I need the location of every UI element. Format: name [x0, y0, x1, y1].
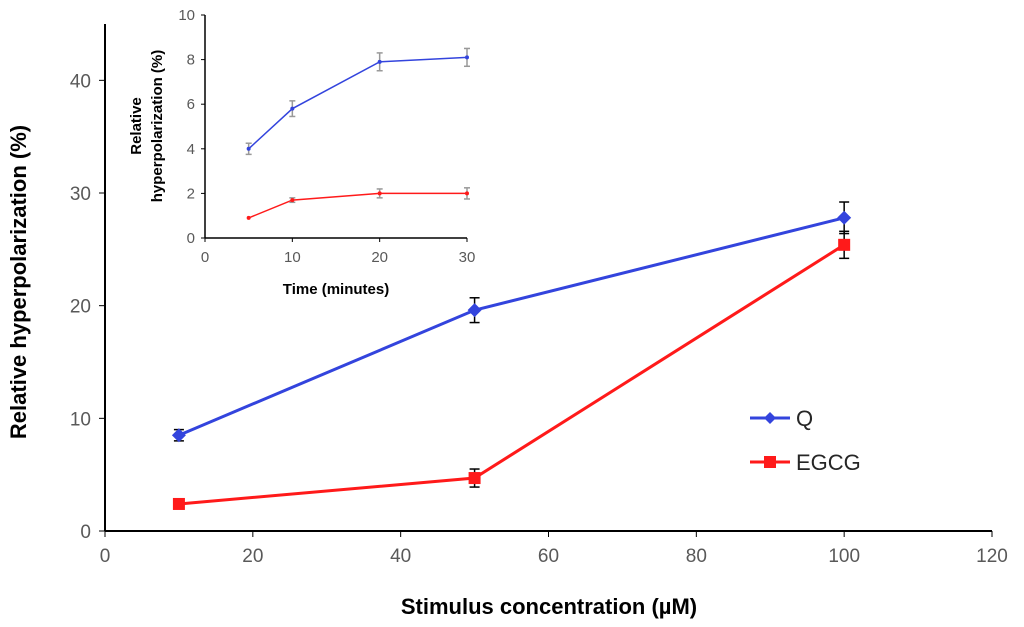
- inset-y-tick-label: 2: [187, 185, 195, 202]
- main-series-egcg-point: [468, 472, 481, 485]
- inset-y-tick-label: 4: [187, 141, 195, 158]
- inset-series-0-line: [248, 56, 468, 150]
- inset-y-tick-label: 0: [187, 230, 195, 247]
- inset-series-1-point: [377, 191, 382, 196]
- legend-egcg-marker: [764, 456, 776, 468]
- inset-y-axis-title-line1: Relative: [128, 97, 145, 155]
- inset-series-0: [245, 47, 470, 156]
- main-x-tick-label: 100: [828, 546, 860, 567]
- main-x-tick-label: 0: [100, 546, 111, 567]
- main-series: [171, 201, 852, 510]
- main-series-q-point: [837, 210, 852, 225]
- inset-y-axis-title-line2: hyperpolarization (%): [149, 50, 166, 203]
- main-y-tick-label: 40: [70, 71, 91, 92]
- main-series-egcg-point: [838, 238, 851, 251]
- inset-y-tick-label: 10: [178, 7, 195, 24]
- main-x-tick-label: 80: [686, 546, 707, 567]
- main-series-q: [171, 201, 852, 443]
- main-y-tick-label: 0: [80, 522, 91, 543]
- inset-tick-labels: 0 10 20 30 0 2 4 6 8 10: [178, 7, 475, 266]
- main-y-tick-label: 10: [70, 409, 91, 430]
- main-x-tick-label: 40: [390, 546, 411, 567]
- inset-axes: [201, 14, 468, 242]
- main-x-tick-label: 60: [538, 546, 559, 567]
- main-axes: [99, 24, 993, 537]
- inset-series: [245, 47, 470, 220]
- main-series-q-line: [178, 216, 845, 437]
- legend-q-marker: [764, 412, 776, 424]
- inset-series-0-point: [377, 59, 382, 64]
- main-y-axis-title: Relative hyperpolarization (%): [6, 125, 31, 439]
- legend: Q EGCG: [750, 406, 861, 475]
- main-x-axis-title: Stimulus concentration (µM): [401, 594, 697, 619]
- inset-series-0-point: [465, 55, 469, 60]
- main-series-egcg-point: [172, 497, 185, 510]
- main-series-q-point: [171, 428, 186, 443]
- main-y-tick-label: 20: [70, 297, 91, 318]
- main-series-q-point: [467, 303, 482, 318]
- inset-x-axis-title: Time (minutes): [283, 281, 389, 298]
- main-series-egcg: [172, 230, 851, 510]
- inset-series-1-point: [246, 215, 251, 220]
- inset-y-tick-label: 8: [187, 52, 195, 69]
- main-y-tick-label: 30: [70, 184, 91, 205]
- legend-q-label: Q: [796, 406, 813, 431]
- inset-series-1-point: [290, 198, 295, 203]
- main-series-egcg-line: [178, 243, 845, 506]
- inset-x-tick-label: 0: [201, 249, 209, 266]
- main-x-tick-label: 120: [976, 546, 1008, 567]
- inset-series-1: [246, 187, 470, 220]
- inset-x-tick-label: 10: [284, 249, 301, 266]
- inset-x-tick-label: 20: [371, 249, 388, 266]
- main-x-tick-label: 20: [242, 546, 263, 567]
- inset-x-tick-label: 30: [459, 249, 476, 266]
- legend-egcg-label: EGCG: [796, 450, 861, 475]
- inset-y-tick-label: 6: [187, 96, 195, 113]
- inset-series-1-line: [248, 192, 467, 219]
- inset-series-0-point: [246, 146, 251, 151]
- inset-chart: 0 10 20 30 0 2 4 6 8 10 Relative hyperpolarizatio…: [128, 7, 475, 298]
- inset-series-0-point: [290, 106, 295, 111]
- inset-series-1-point: [465, 191, 469, 196]
